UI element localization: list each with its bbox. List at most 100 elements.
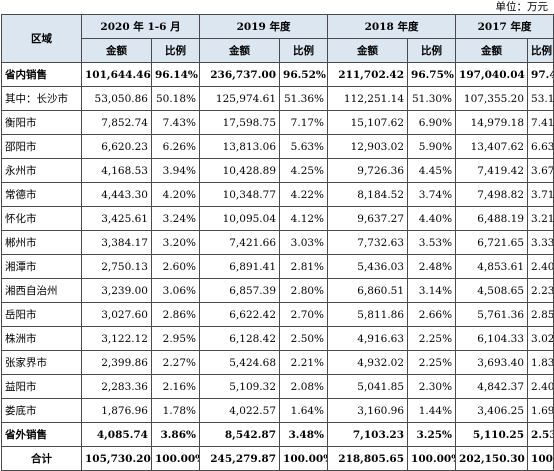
ratio-cell: 2.66% <box>407 302 457 327</box>
amount-cell: 6,860.51 <box>327 278 409 303</box>
ratio-cell: 2.95% <box>150 326 201 351</box>
amount-cell: 3,239.00 <box>81 278 152 303</box>
ratio-cell: 2.48% <box>407 254 457 279</box>
ratio-cell: 3.24% <box>150 206 201 231</box>
amount-cell: 4,853.61 <box>455 254 529 279</box>
amount-cell: 5,811.86 <box>327 302 409 327</box>
amount-cell: 6,104.33 <box>455 326 529 351</box>
amount-cell: 6,128.42 <box>199 326 281 351</box>
region-cell: 邵阳市 <box>1 134 82 159</box>
ratio-cell: 1.78% <box>150 398 201 423</box>
amount-header: 金额 <box>81 38 152 63</box>
amount-header: 金额 <box>455 38 529 63</box>
ratio-cell: 6.63% <box>527 134 554 159</box>
ratio-cell: 2.16% <box>150 374 201 399</box>
ratio-cell: 3.21% <box>527 206 554 231</box>
region-cell: 怀化市 <box>1 206 82 231</box>
ratio-cell: 2.25% <box>407 350 457 375</box>
ratio-cell: 2.86% <box>150 302 201 327</box>
table-row: 益阳市 2,283.36 2.16% 5,109.32 2.08% 5,041.85 2.3… <box>1 374 554 399</box>
ratio-cell: 2.23% <box>527 278 554 303</box>
ratio-cell: 4.12% <box>279 206 329 231</box>
amount-cell: 12,903.02 <box>327 134 409 159</box>
ratio-cell: 2.81% <box>279 254 329 279</box>
amount-cell: 4,932.02 <box>327 350 409 375</box>
region-cell: 张家界市 <box>1 350 82 375</box>
amount-cell: 17,598.75 <box>199 110 281 135</box>
ratio-cell: 7.17% <box>279 110 329 135</box>
amount-header: 金额 <box>327 38 409 63</box>
amount-cell: 4,022.57 <box>199 398 281 423</box>
amount-cell: 197,040.04 <box>455 62 529 87</box>
table-row: 岳阳市 3,027.60 2.86% 6,622.42 2.70% 5,811.86 2.6… <box>1 302 554 327</box>
amount-cell: 3,384.17 <box>81 230 152 255</box>
amount-cell: 2,399.86 <box>81 350 152 375</box>
ratio-cell: 1.83% <box>527 350 554 375</box>
ratio-cell: 2.53% <box>527 422 554 447</box>
amount-cell: 14,979.18 <box>455 110 529 135</box>
region-header: 区域 <box>1 14 82 63</box>
ratio-cell: 100.00% <box>150 446 201 471</box>
sales-by-region-table: 区域 2020 年 1-6 月 2019 年度 2018 年度 2017 年度 … <box>1 14 554 471</box>
ratio-cell: 3.71% <box>527 182 554 207</box>
ratio-cell: 7.41% <box>527 110 554 135</box>
ratio-cell: 97.47% <box>527 62 554 87</box>
ratio-cell: 4.45% <box>407 158 457 183</box>
ratio-cell: 2.70% <box>279 302 329 327</box>
amount-cell: 218,805.65 <box>327 446 409 471</box>
ratio-cell: 6.26% <box>150 134 201 159</box>
region-cell: 衡阳市 <box>1 110 82 135</box>
ratio-cell: 2.40% <box>527 254 554 279</box>
ratio-cell: 100.00% <box>279 446 329 471</box>
ratio-cell: 1.64% <box>279 398 329 423</box>
ratio-cell: 2.60% <box>150 254 201 279</box>
amount-cell: 10,428.89 <box>199 158 281 183</box>
amount-cell: 3,425.61 <box>81 206 152 231</box>
ratio-cell: 4.25% <box>279 158 329 183</box>
amount-cell: 3,122.12 <box>81 326 152 351</box>
amount-cell: 7,421.66 <box>199 230 281 255</box>
amount-cell: 9,637.27 <box>327 206 409 231</box>
amount-cell: 7,419.42 <box>455 158 529 183</box>
amount-cell: 4,085.74 <box>81 422 152 447</box>
ratio-cell: 96.14% <box>150 62 201 87</box>
ratio-cell: 96.52% <box>279 62 329 87</box>
amount-cell: 7,732.63 <box>327 230 409 255</box>
table-row: 张家界市 2,399.86 2.27% 5,424.68 2.21% 4,932.02 2.… <box>1 350 554 375</box>
ratio-cell: 3.25% <box>407 422 457 447</box>
ratio-cell: 3.02% <box>527 326 554 351</box>
amount-cell: 107,355.20 <box>455 86 529 111</box>
amount-cell: 4,916.63 <box>327 326 409 351</box>
amount-cell: 9,726.36 <box>327 158 409 183</box>
ratio-cell: 2.25% <box>407 326 457 351</box>
amount-cell: 125,974.61 <box>199 86 281 111</box>
amount-cell: 7,852.74 <box>81 110 152 135</box>
ratio-cell: 96.75% <box>407 62 457 87</box>
table-row: 湘潭市 2,750.13 2.60% 6,891.41 2.81% 5,436.03 2.4… <box>1 254 554 279</box>
ratio-cell: 4.20% <box>150 182 201 207</box>
ratio-cell: 6.90% <box>407 110 457 135</box>
ratio-cell: 2.27% <box>150 350 201 375</box>
ratio-cell: 2.80% <box>279 278 329 303</box>
year-header: 2018 年度 <box>327 14 457 39</box>
ratio-header: 比例 <box>279 38 329 63</box>
unit-label: 单位：万元 <box>495 1 549 13</box>
ratio-cell: 5.90% <box>407 134 457 159</box>
table-row: 其中：长沙市 53,050.86 50.18% 125,974.61 51.36% 112… <box>1 86 554 111</box>
region-cell: 娄底市 <box>1 398 82 423</box>
amount-cell: 6,721.65 <box>455 230 529 255</box>
amount-cell: 6,857.39 <box>199 278 281 303</box>
table-row: 湘西自治州 3,239.00 3.06% 6,857.39 2.80% 6,860.51 3… <box>1 278 554 303</box>
table-row: 省内销售 101,644.46 96.14% 236,737.00 96.52% 211,… <box>1 62 554 87</box>
amount-cell: 5,110.25 <box>455 422 529 447</box>
amount-cell: 5,761.36 <box>455 302 529 327</box>
ratio-cell: 1.69% <box>527 398 554 423</box>
ratio-cell: 3.94% <box>150 158 201 183</box>
ratio-cell: 3.20% <box>150 230 201 255</box>
amount-cell: 2,283.36 <box>81 374 152 399</box>
amount-cell: 53,050.86 <box>81 86 152 111</box>
ratio-cell: 2.85% <box>527 302 554 327</box>
ratio-cell: 3.33% <box>527 230 554 255</box>
ratio-cell: 1.44% <box>407 398 457 423</box>
ratio-header: 比例 <box>527 38 554 63</box>
